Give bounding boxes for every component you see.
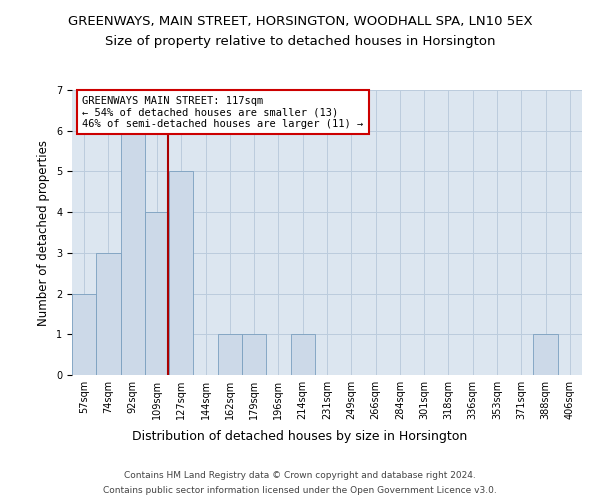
Bar [533, 334, 558, 375]
Bar [242, 334, 266, 375]
Text: Distribution of detached houses by size in Horsington: Distribution of detached houses by size … [133, 430, 467, 443]
Text: Contains HM Land Registry data © Crown copyright and database right 2024.: Contains HM Land Registry data © Crown c… [124, 471, 476, 480]
Bar [72, 294, 96, 375]
Text: GREENWAYS, MAIN STREET, HORSINGTON, WOODHALL SPA, LN10 5EX: GREENWAYS, MAIN STREET, HORSINGTON, WOOD… [68, 15, 532, 28]
Bar [121, 130, 145, 375]
Y-axis label: Number of detached properties: Number of detached properties [37, 140, 50, 326]
Bar [96, 253, 121, 375]
Text: GREENWAYS MAIN STREET: 117sqm
← 54% of detached houses are smaller (13)
46% of s: GREENWAYS MAIN STREET: 117sqm ← 54% of d… [82, 96, 364, 129]
Bar [145, 212, 169, 375]
Text: Size of property relative to detached houses in Horsington: Size of property relative to detached ho… [105, 35, 495, 48]
Bar [169, 172, 193, 375]
Text: Contains public sector information licensed under the Open Government Licence v3: Contains public sector information licen… [103, 486, 497, 495]
Bar [218, 334, 242, 375]
Bar [290, 334, 315, 375]
